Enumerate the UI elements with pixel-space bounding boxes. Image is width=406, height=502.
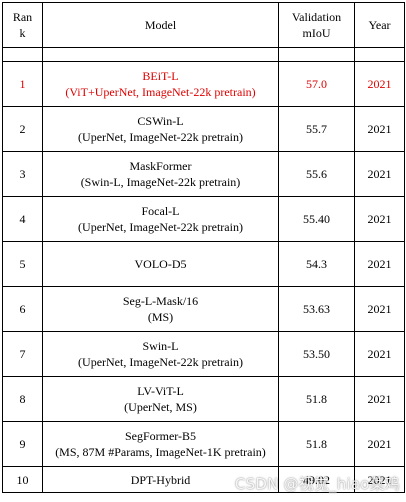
csdn-watermark: CSDN @视觉_hiao菜鸡 bbox=[234, 475, 400, 493]
rank-cell: 2 bbox=[2, 106, 43, 152]
header-rank-line1: Ran bbox=[12, 10, 33, 24]
model-cell: VOLO-D5 bbox=[42, 241, 279, 287]
table-row: 8 LV-ViT-L (UperNet, MS) 51.8 2021 bbox=[2, 376, 405, 422]
model-cell: LV-ViT-L (UperNet, MS) bbox=[42, 376, 279, 422]
table-row: 7 Swin-L (UperNet, ImageNet-22k pretrain) 5… bbox=[2, 331, 405, 377]
miou-cell: 53.63 bbox=[278, 286, 355, 332]
header-model: Model bbox=[42, 2, 279, 48]
table-header-row: Ran k Model Validation mIoU Year bbox=[2, 2, 405, 48]
table-row: 6 Seg-L-Mask/16 (MS) 53.63 2021 bbox=[2, 286, 405, 332]
rank-cell: 4 bbox=[2, 196, 43, 242]
rank-cell: 1 bbox=[2, 61, 43, 107]
table-row: 10 DPT-Hybrid 49.02 2021 bbox=[2, 466, 405, 493]
year-cell: 2021 bbox=[354, 421, 405, 467]
model-name: BEiT-L bbox=[142, 69, 179, 83]
model-cell: Focal-L (UperNet, ImageNet-22k pretrain) bbox=[42, 196, 279, 242]
model-details: (MS) bbox=[147, 310, 174, 324]
year-cell: 2021 bbox=[354, 241, 405, 287]
model-name: VOLO-D5 bbox=[134, 257, 187, 271]
spacer-cell bbox=[278, 47, 355, 62]
spacer-cell bbox=[2, 47, 43, 62]
rank-cell: 10 bbox=[2, 466, 43, 493]
spacer-cell bbox=[42, 47, 279, 62]
model-details: (UperNet, ImageNet-22k pretrain) bbox=[78, 220, 243, 234]
model-name: SegFormer-B5 bbox=[124, 429, 197, 443]
year-cell: 2021 bbox=[354, 376, 405, 422]
model-name: Seg-L-Mask/16 bbox=[122, 294, 199, 308]
miou-cell: 55.40 bbox=[278, 196, 355, 242]
table-row: 1 BEiT-L (ViT+UperNet, ImageNet-22k pretra… bbox=[2, 61, 405, 107]
model-name: Focal-L bbox=[141, 204, 180, 218]
model-details: (MS, 87M #Params, ImageNet-1K pretrain) bbox=[55, 445, 266, 459]
year-cell: 2021 bbox=[354, 151, 405, 197]
model-cell: MaskFormer (Swin-L, ImageNet-22k pretrain… bbox=[42, 151, 279, 197]
miou-cell: 51.8 bbox=[278, 421, 355, 467]
header-rank: Ran k bbox=[2, 2, 43, 48]
model-details: (UperNet, ImageNet-22k pretrain) bbox=[78, 130, 243, 144]
header-miou-line1: Validation bbox=[291, 10, 342, 24]
header-rank-line2: k bbox=[19, 26, 26, 40]
model-name: MaskFormer bbox=[129, 159, 192, 173]
spacer-cell bbox=[354, 47, 405, 62]
model-cell: CSWin-L (UperNet, ImageNet-22k pretrain) bbox=[42, 106, 279, 152]
table-row: 3 MaskFormer (Swin-L, ImageNet-22k pretrai… bbox=[2, 151, 405, 197]
year-cell: 2021 bbox=[354, 466, 405, 493]
year-cell: 2021 bbox=[354, 286, 405, 332]
model-name: Swin-L bbox=[142, 339, 179, 353]
model-name: DPT-Hybrid bbox=[130, 472, 191, 487]
table-body: 1 BEiT-L (ViT+UperNet, ImageNet-22k pretra… bbox=[2, 61, 405, 493]
year-cell: 2021 bbox=[354, 196, 405, 242]
miou-cell: 55.7 bbox=[278, 106, 355, 152]
model-cell: BEiT-L (ViT+UperNet, ImageNet-22k pretrai… bbox=[42, 61, 279, 107]
miou-cell: 51.8 bbox=[278, 376, 355, 422]
model-name: CSWin-L bbox=[137, 114, 184, 128]
model-details: (Swin-L, ImageNet-22k pretrain) bbox=[80, 175, 241, 189]
model-details: (UperNet, MS) bbox=[124, 400, 197, 414]
header-spacer-row bbox=[2, 47, 405, 62]
header-miou-line2: mIoU bbox=[302, 26, 331, 40]
rank-cell: 9 bbox=[2, 421, 43, 467]
miou-cell: 53.50 bbox=[278, 331, 355, 377]
header-year: Year bbox=[354, 2, 405, 48]
rank-cell: 3 bbox=[2, 151, 43, 197]
miou-cell: 57.0 bbox=[278, 61, 355, 107]
leaderboard-table: Ran k Model Validation mIoU Year 1 BEiT-L… bbox=[2, 2, 405, 493]
year-cell: 2021 bbox=[354, 331, 405, 377]
model-cell: SegFormer-B5 (MS, 87M #Params, ImageNet-1… bbox=[42, 421, 279, 467]
rank-cell: 8 bbox=[2, 376, 43, 422]
model-name: LV-ViT-L bbox=[137, 384, 184, 398]
table-row: 9 SegFormer-B5 (MS, 87M #Params, ImageNet-… bbox=[2, 421, 405, 467]
year-cell: 2021 bbox=[354, 61, 405, 107]
rank-cell: 5 bbox=[2, 241, 43, 287]
model-cell: Swin-L (UperNet, ImageNet-22k pretrain) bbox=[42, 331, 279, 377]
table-row: 4 Focal-L (UperNet, ImageNet-22k pretrain)… bbox=[2, 196, 405, 242]
rank-cell: 6 bbox=[2, 286, 43, 332]
rank-cell: 7 bbox=[2, 331, 43, 377]
table-row: 2 CSWin-L (UperNet, ImageNet-22k pretrain)… bbox=[2, 106, 405, 152]
header-miou: Validation mIoU bbox=[278, 2, 355, 48]
table-row: 5 VOLO-D5 54.3 2021 bbox=[2, 241, 405, 287]
year-cell: 2021 bbox=[354, 106, 405, 152]
model-cell: Seg-L-Mask/16 (MS) bbox=[42, 286, 279, 332]
miou-cell: 54.3 bbox=[278, 241, 355, 287]
miou-cell: 55.6 bbox=[278, 151, 355, 197]
model-cell: DPT-Hybrid bbox=[42, 466, 279, 493]
model-details: (UperNet, ImageNet-22k pretrain) bbox=[78, 355, 243, 369]
model-details: (ViT+UperNet, ImageNet-22k pretrain) bbox=[65, 85, 256, 99]
